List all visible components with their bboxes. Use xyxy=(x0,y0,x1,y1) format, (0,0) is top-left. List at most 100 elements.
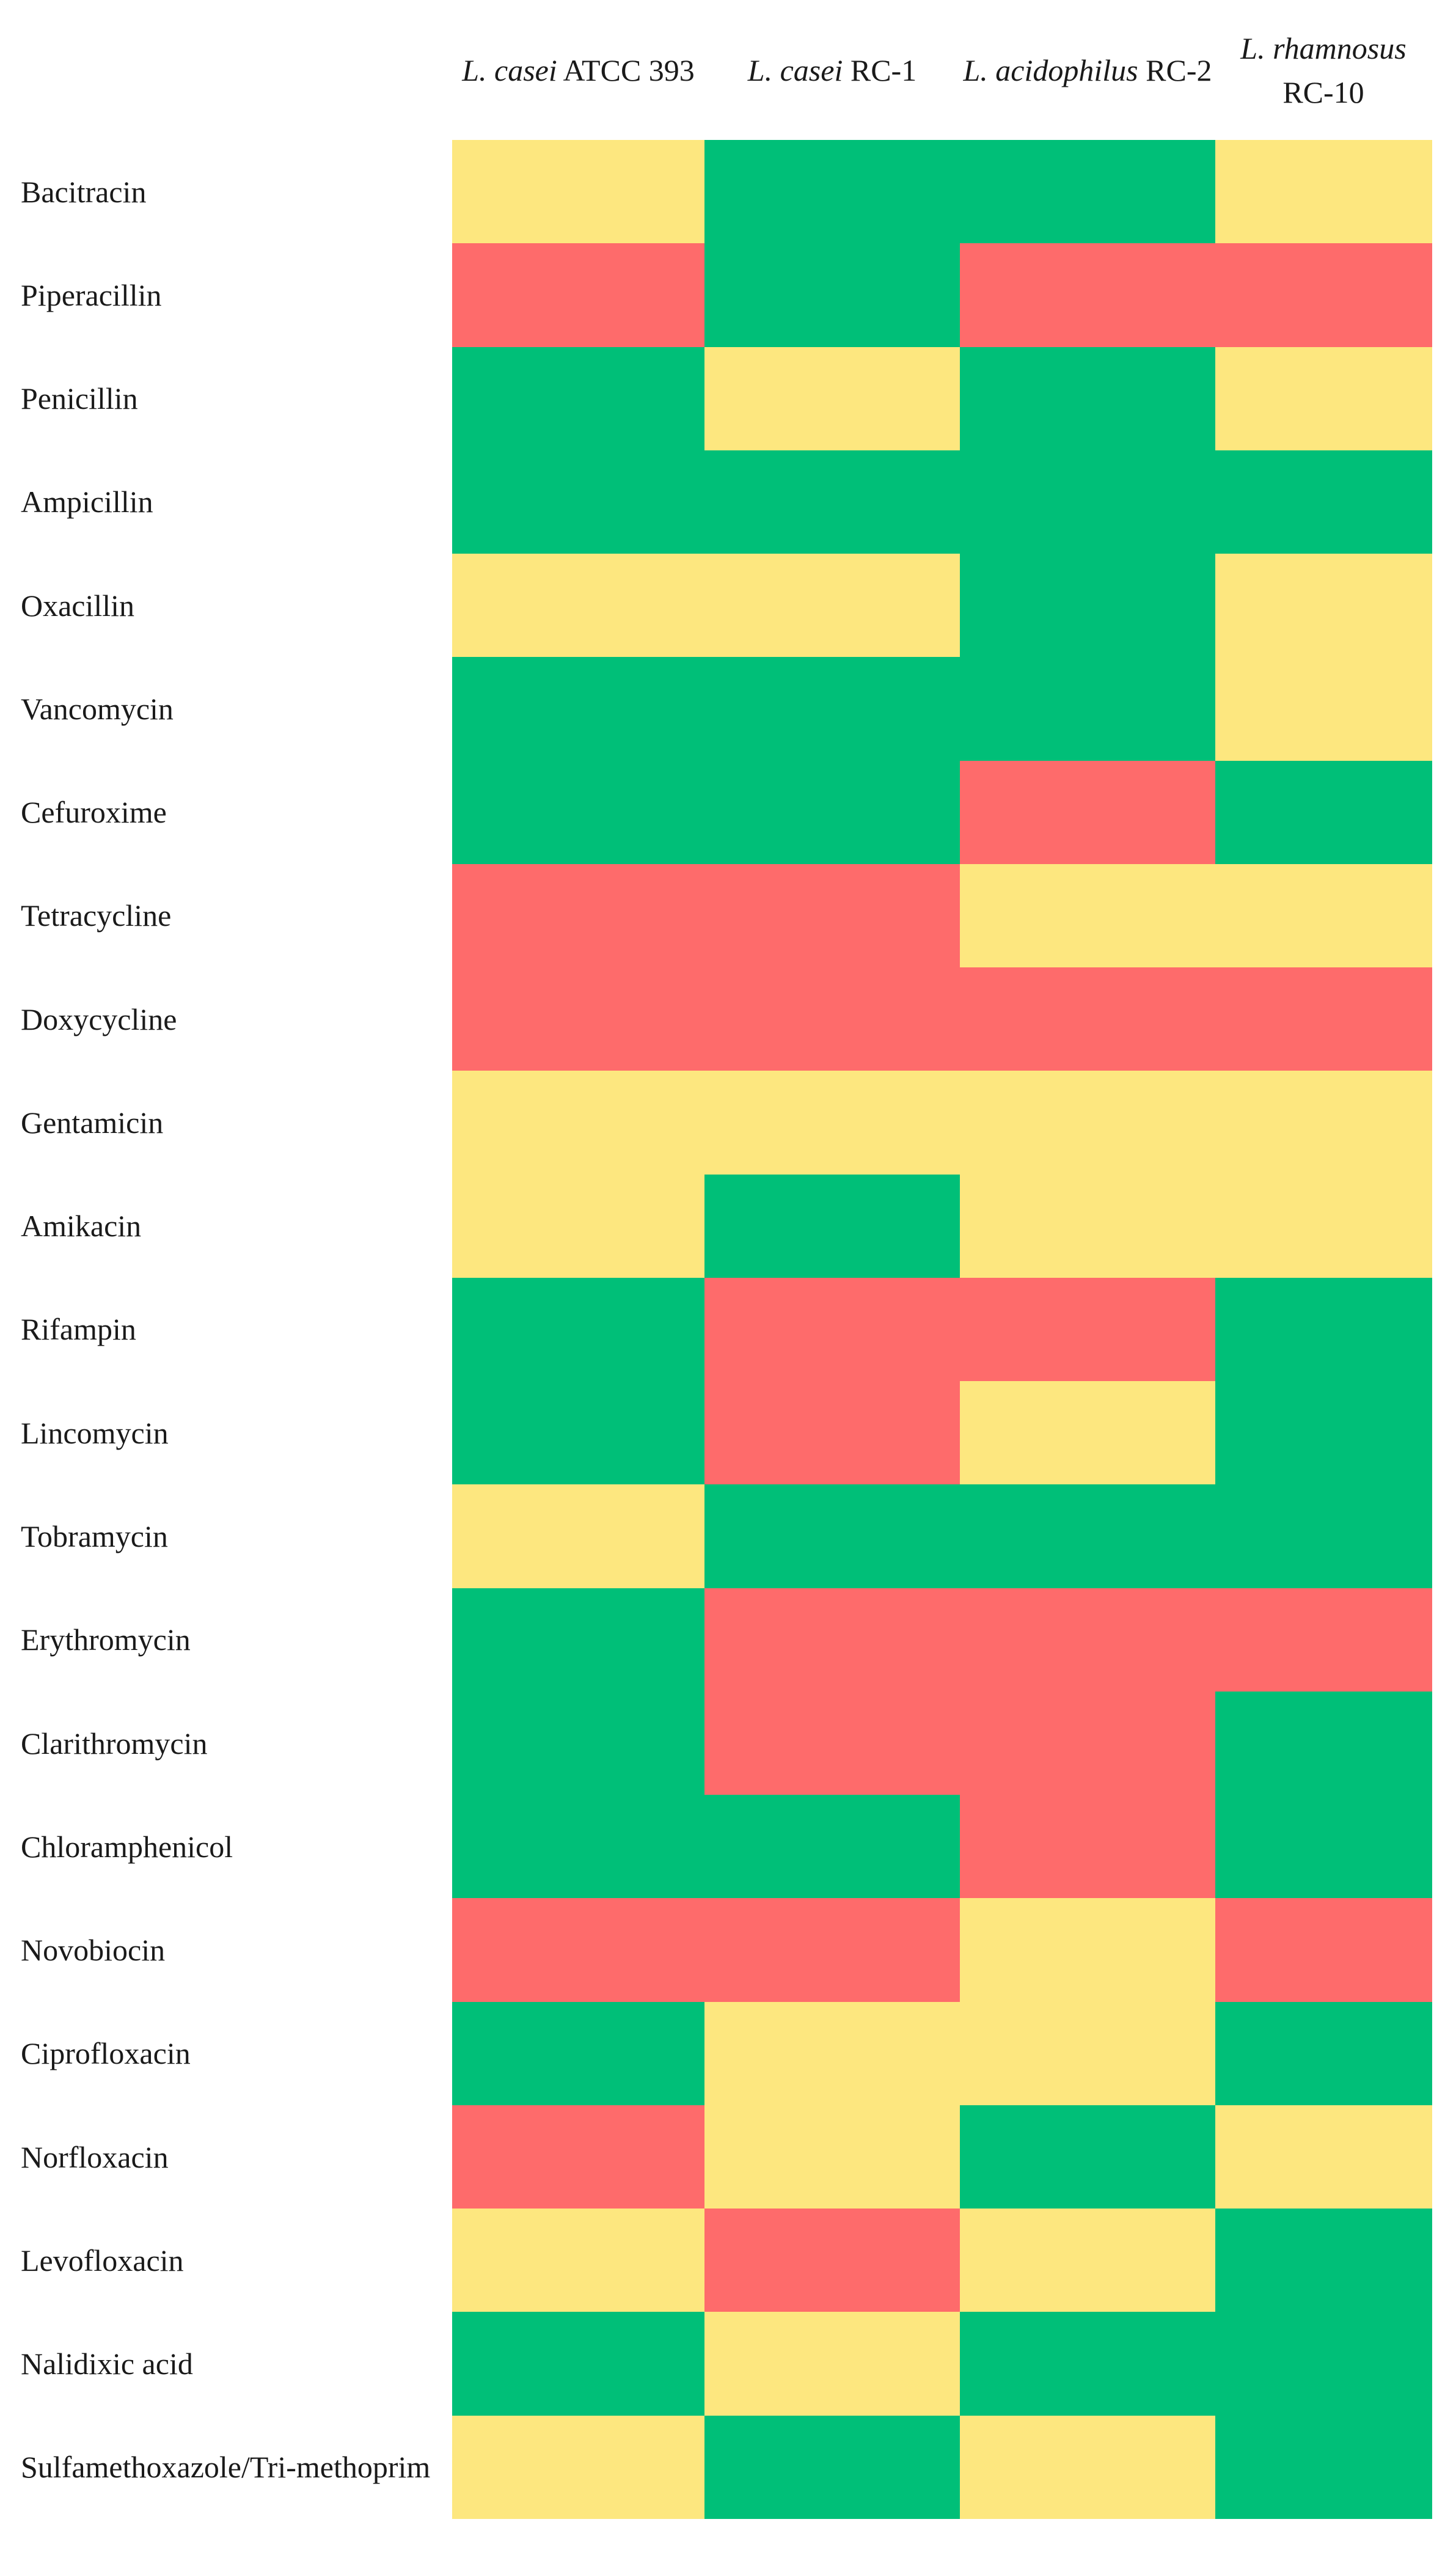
column-header: L. casei ATCC 393 xyxy=(452,0,704,140)
heatmap-cell xyxy=(704,760,960,865)
heatmap-cell xyxy=(1215,760,1432,865)
row-label: Novobiocin xyxy=(21,1933,166,1968)
row-label: Norfloxacin xyxy=(21,2139,169,2174)
heatmap-cell xyxy=(960,967,1216,1071)
heatmap-cell xyxy=(452,2001,705,2106)
heatmap-cell xyxy=(960,1898,1216,2003)
heatmap-cell xyxy=(452,346,705,451)
heatmap-cell xyxy=(704,1795,960,1899)
heatmap-cell xyxy=(452,1277,705,1382)
heatmap-cell xyxy=(452,1174,705,1278)
heatmap-cell xyxy=(704,346,960,451)
heatmap-cell xyxy=(1215,2415,1432,2520)
heatmap-cell xyxy=(1215,1795,1432,1899)
heatmap-cell xyxy=(704,1381,960,1485)
row-label: Chloramphenicol xyxy=(21,1829,233,1864)
heatmap-cell xyxy=(452,657,705,761)
heatmap-cell xyxy=(960,243,1216,347)
heatmap-cell xyxy=(704,2105,960,2209)
heatmap-cell xyxy=(704,1691,960,1795)
row-label: Lincomycin xyxy=(21,1415,169,1450)
heatmap-cell xyxy=(960,2209,1216,2312)
heatmap-cell xyxy=(452,554,705,658)
column-header-text: L. casei RC-1 xyxy=(748,48,916,92)
heatmap-cell xyxy=(1215,140,1432,244)
heatmap-cell xyxy=(704,2415,960,2520)
heatmap-cell xyxy=(704,2312,960,2416)
heatmap-cell xyxy=(1215,2105,1432,2209)
heatmap-cell xyxy=(704,967,960,1071)
heatmap-cell xyxy=(452,2105,705,2209)
species-name: L. casei xyxy=(747,53,843,87)
heatmap-cell xyxy=(704,1174,960,1278)
heatmap-cell xyxy=(704,140,960,244)
heatmap-cell xyxy=(1215,450,1432,554)
heatmap-cell xyxy=(452,967,705,1071)
row-label: Ampicillin xyxy=(21,485,153,519)
heatmap-cell xyxy=(704,243,960,347)
heatmap-cell xyxy=(1215,554,1432,658)
heatmap-cell xyxy=(1215,1588,1432,1692)
row-label: Levofloxacin xyxy=(21,2243,184,2278)
heatmap-cell xyxy=(1215,863,1432,968)
species-name: L. casei xyxy=(462,53,557,87)
heatmap-cell xyxy=(960,657,1216,761)
heatmap-cell xyxy=(704,2209,960,2312)
heatmap-cell xyxy=(960,140,1216,244)
heatmap-cell xyxy=(1215,2312,1432,2416)
heatmap-cell xyxy=(452,863,705,968)
heatmap-cell xyxy=(1215,1484,1432,1589)
heatmap-cell xyxy=(960,450,1216,554)
heatmap-cell xyxy=(1215,1277,1432,1382)
heatmap-cell xyxy=(452,450,705,554)
heatmap-cell xyxy=(452,760,705,865)
column-header: L. casei RC-1 xyxy=(704,0,960,140)
heatmap-cell xyxy=(960,1381,1216,1485)
strain-name: RC-1 xyxy=(850,53,917,87)
row-label: Gentamicin xyxy=(21,1105,164,1140)
heatmap-cell xyxy=(960,2312,1216,2416)
heatmap-cell xyxy=(1215,1381,1432,1485)
heatmap-cell xyxy=(1215,1071,1432,1175)
heatmap-cell xyxy=(452,1898,705,2003)
heatmap-cell xyxy=(960,1174,1216,1278)
heatmap-cell xyxy=(452,1588,705,1692)
column-header-text: L. rhamnosus RC-10 xyxy=(1215,26,1432,114)
row-label: Clarithromycin xyxy=(21,1726,208,1761)
strain-name: RC-2 xyxy=(1146,53,1212,87)
heatmap-cell xyxy=(704,657,960,761)
heatmap-cell xyxy=(704,1588,960,1692)
heatmap-cell xyxy=(1215,1174,1432,1278)
row-label: Tobramycin xyxy=(21,1519,168,1554)
heatmap-cell xyxy=(1215,1691,1432,1795)
row-label: Tetracycline xyxy=(21,898,172,933)
strain-name: ATCC 393 xyxy=(563,53,695,87)
heatmap-cell xyxy=(452,1484,705,1589)
row-label: Penicillin xyxy=(21,381,138,416)
column-header-text: L. acidophilus RC-2 xyxy=(964,48,1212,92)
species-name: L. rhamnosus xyxy=(1240,31,1407,65)
strain-name: RC-10 xyxy=(1282,75,1364,109)
row-label: Amikacin xyxy=(21,1209,142,1244)
heatmap-cell xyxy=(960,1484,1216,1589)
heatmap-cell xyxy=(704,554,960,658)
column-header: L. acidophilus RC-2 xyxy=(960,0,1215,140)
row-label: Oxacillin xyxy=(21,588,135,623)
row-label: Piperacillin xyxy=(21,277,162,312)
heatmap-cell xyxy=(704,450,960,554)
heatmap-cell xyxy=(704,863,960,968)
heatmap-cell xyxy=(1215,657,1432,761)
row-label: Sulfamethoxazole/Tri-methoprim xyxy=(21,2450,431,2485)
heatmap-cell xyxy=(960,2105,1216,2209)
heatmap-cell xyxy=(1215,2001,1432,2106)
heatmap-cell xyxy=(960,1795,1216,1899)
row-label: Erythromycin xyxy=(21,1622,191,1657)
heatmap-cell xyxy=(452,1381,705,1485)
heatmap-cell xyxy=(1215,2209,1432,2312)
heatmap-cell xyxy=(960,346,1216,451)
heatmap-cell xyxy=(1215,243,1432,347)
heatmap-cell xyxy=(452,243,705,347)
heatmap-cell xyxy=(452,1691,705,1795)
heatmap-cell xyxy=(704,1277,960,1382)
